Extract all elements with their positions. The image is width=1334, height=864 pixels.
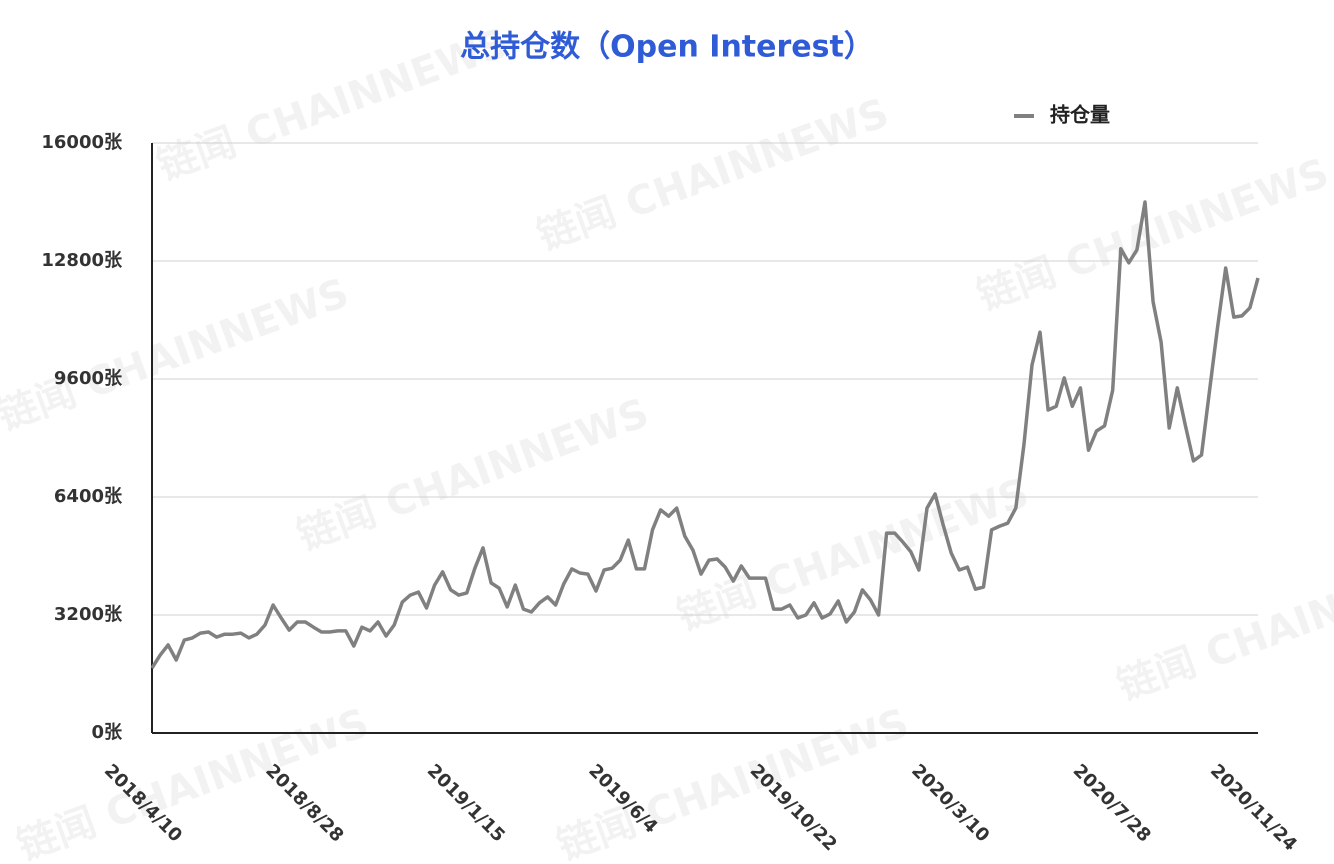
x-tick-label: 2018/8/28 [261, 760, 347, 846]
y-tick-label: 12800张 [41, 250, 123, 271]
x-tick-label: 2020/11/24 [1206, 760, 1301, 855]
watermark: 链闻 CHAINNEWS [1111, 540, 1334, 710]
legend-label: 持仓量 [1050, 103, 1110, 127]
chart-title: 总持仓数（Open Interest） [460, 30, 874, 65]
y-tick-label: 0张 [91, 722, 123, 743]
watermark: 链闻 CHAINNEWS [11, 700, 374, 864]
y-tick-label: 3200张 [54, 604, 123, 625]
y-tick-label: 9600张 [54, 368, 123, 389]
watermark: 链闻 CHAINNEWS [0, 270, 355, 440]
watermark: 链闻 CHAINNEWS [291, 390, 654, 560]
x-tick-label: 2020/3/10 [907, 760, 993, 846]
watermark: 链闻 CHAINNEWS [531, 90, 894, 260]
y-tick-label: 6400张 [54, 486, 123, 507]
data-line [150, 200, 1260, 670]
y-tick-label: 16000张 [41, 132, 123, 153]
x-tick-label: 2020/7/28 [1069, 760, 1155, 846]
x-tick-label: 2019/1/15 [423, 760, 509, 846]
